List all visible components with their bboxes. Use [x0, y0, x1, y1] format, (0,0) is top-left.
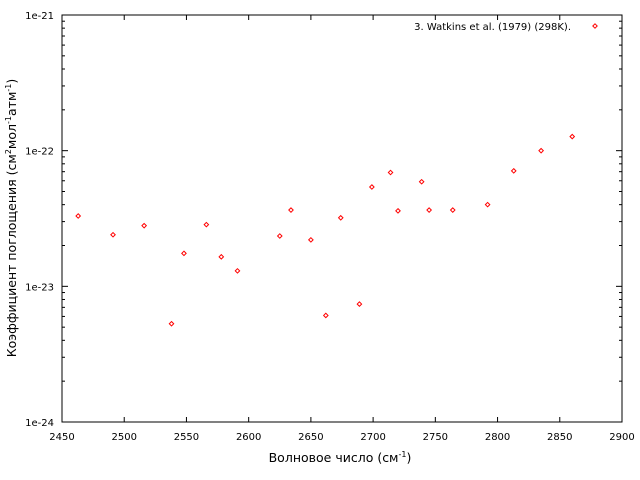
data-point	[418, 178, 425, 185]
data-point	[449, 207, 456, 213]
data-points	[75, 133, 576, 327]
data-point	[337, 214, 344, 221]
x-tick-label: 2500	[111, 432, 136, 443]
data-point	[110, 231, 116, 238]
y-axis-title-sup-1: 2	[4, 149, 13, 154]
x-axis-title-superscript: -1	[399, 450, 407, 459]
axis-ticks	[61, 14, 623, 423]
data-point	[307, 236, 314, 243]
data-point	[426, 207, 433, 213]
data-point	[538, 147, 545, 154]
x-axis-title: Волновое число (см-1)	[269, 450, 412, 465]
y-axis-title-sup-3: -1	[4, 116, 13, 124]
x-tick-label: 2550	[174, 432, 199, 443]
data-point	[322, 312, 329, 319]
y-axis-title-sup-5: -1	[4, 84, 13, 92]
x-axis-title-main: Волновое число (см	[269, 450, 399, 465]
y-tick-label: 1e-21	[25, 11, 54, 22]
data-point	[395, 207, 401, 214]
y-axis-title-part-2: мол	[4, 124, 19, 149]
y-axis-title-part-4: атм	[4, 92, 19, 116]
y-axis-title-part-0: Коэффициент поглощения (см	[4, 154, 19, 357]
y-tick-label: 1e-22	[25, 147, 54, 158]
data-point	[234, 267, 241, 274]
data-point	[203, 221, 210, 228]
data-point	[569, 133, 576, 140]
data-point	[276, 233, 283, 239]
plot-area	[61, 14, 623, 423]
x-tick-label: 2700	[360, 432, 385, 443]
x-tick-label: 2600	[236, 432, 261, 443]
data-point	[510, 167, 517, 174]
tick-labels: 2450 2500 2550 2600 2650 2700 2750 2800 2850 2900…	[25, 11, 635, 443]
data-point	[368, 184, 375, 190]
x-tick-label: 2800	[485, 432, 510, 443]
x-tick-label: 2850	[547, 432, 572, 443]
x-axis-title-end: )	[406, 450, 411, 465]
x-tick-label: 2650	[298, 432, 323, 443]
y-tick-label: 1e-23	[25, 282, 54, 293]
data-point	[218, 253, 225, 260]
x-tick-label: 2450	[49, 432, 74, 443]
data-point	[484, 201, 491, 208]
x-tick-label: 2750	[423, 432, 448, 443]
y-axis-title-part-6: )	[4, 79, 19, 84]
data-point	[387, 169, 394, 176]
x-tick-label: 2900	[609, 432, 634, 443]
legend: 3. Watkins et al. (1979) (298K).	[414, 22, 598, 33]
data-point	[75, 213, 82, 219]
legend-marker	[592, 23, 598, 29]
legend-label: 3. Watkins et al. (1979) (298K).	[414, 22, 571, 33]
y-tick-label: 1e-24	[25, 418, 54, 429]
data-point	[356, 301, 363, 307]
data-point	[141, 222, 148, 229]
y-axis-title: Коэффициент поглощения (см2мол-1атм-1)	[4, 79, 19, 358]
data-point	[288, 207, 294, 213]
data-point	[181, 250, 187, 257]
data-point	[168, 320, 175, 327]
